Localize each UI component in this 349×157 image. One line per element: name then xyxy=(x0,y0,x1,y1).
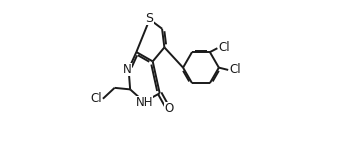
Text: NH: NH xyxy=(135,96,153,109)
Text: O: O xyxy=(164,102,174,115)
Text: Cl: Cl xyxy=(90,92,102,105)
Text: Cl: Cl xyxy=(218,41,230,54)
Text: S: S xyxy=(146,12,154,25)
Text: Cl: Cl xyxy=(229,63,240,76)
Text: N: N xyxy=(122,63,132,76)
